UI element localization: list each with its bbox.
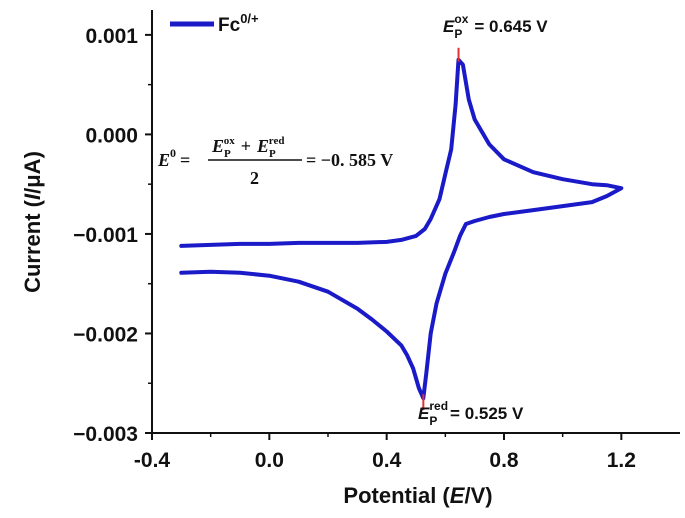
legend: Fc0/+ xyxy=(170,11,259,36)
ox-peak-annotation: EPox = 0.645 V xyxy=(443,12,548,41)
plot-axes xyxy=(151,10,680,434)
formula-plus: + xyxy=(241,136,251,156)
red-peak-sup: red xyxy=(429,399,448,413)
formula-num-b: E xyxy=(256,136,269,156)
red-peak-symbol: E xyxy=(418,404,430,423)
formula-lhs-sup: 0 xyxy=(170,146,176,160)
y-tick-label: −0.003 xyxy=(73,423,138,446)
formula-num-a-sup: ox xyxy=(224,135,236,147)
svg-text:E0=: E0 = xyxy=(157,146,190,170)
formula-num-b-sub: P xyxy=(269,148,276,160)
ox-peak-sub: P xyxy=(454,27,462,41)
y-axis-title: Current (I/μA) xyxy=(20,151,45,293)
y-tick-label: 0.001 xyxy=(85,25,138,48)
red-peak-sub: P xyxy=(429,414,437,428)
formula-annotation: E0 = EPox + EPred 2 = −0. 585 V xyxy=(157,135,393,188)
y-tick-label: −0.001 xyxy=(73,224,138,247)
x-tick-label: 0.8 xyxy=(489,449,519,472)
svg-text:EPox= 0.645 V: EPox = 0.645 V xyxy=(443,12,548,41)
formula-denominator: 2 xyxy=(250,168,259,188)
formula-num-b-sup: red xyxy=(269,135,285,147)
ox-peak-sup: ox xyxy=(454,12,468,26)
formula-num-a: E xyxy=(211,136,224,156)
x-axis-title: Potential (E/V) xyxy=(343,483,492,508)
formula-lhs: E xyxy=(157,150,170,170)
svg-text:EPred= 0.525 V: EPred = 0.525 V xyxy=(418,399,524,428)
x-tick-label: 0.0 xyxy=(255,449,284,472)
x-tick-label: 0.4 xyxy=(372,449,402,472)
x-tick-label: 1.2 xyxy=(607,449,636,472)
red-peak-value: = 0.525 V xyxy=(450,404,524,423)
ox-peak-value: = 0.645 V xyxy=(474,17,548,36)
series-line-fc xyxy=(179,57,624,401)
formula-rhs: = −0. 585 V xyxy=(306,150,393,170)
series-layer xyxy=(179,47,624,411)
formula-num-a-sub: P xyxy=(224,148,231,160)
svg-text:EPox+EPred: EPox + EPred xyxy=(211,135,284,160)
y-tick-label: −0.002 xyxy=(73,323,138,346)
ox-peak-symbol: E xyxy=(443,17,455,36)
red-peak-annotation: EPred = 0.525 V xyxy=(418,399,524,428)
x-tick-label: -0.4 xyxy=(134,449,171,472)
y-tick-label: 0.000 xyxy=(85,124,138,147)
legend-label: Fc0/+ xyxy=(218,11,259,36)
formula-eq: = xyxy=(180,150,190,170)
axis-ticks: -0.4 0.0 0.4 0.8 1.2 0.001 0.000 −0.001 −0.002 −0… xyxy=(73,25,636,472)
